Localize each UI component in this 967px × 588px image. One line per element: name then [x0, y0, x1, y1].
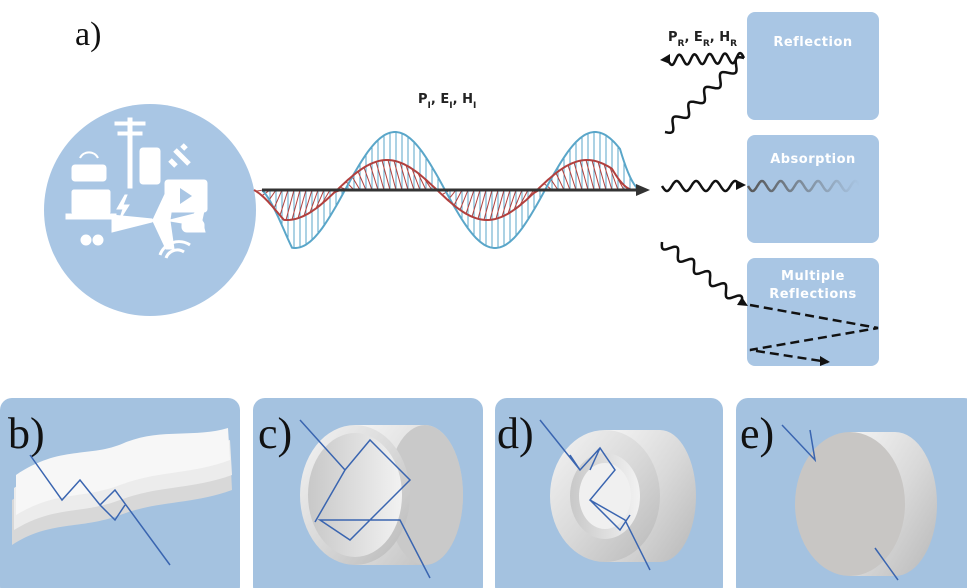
h-field-vector	[513, 189, 523, 211]
label-part: , H	[710, 30, 730, 45]
h-field-vector	[393, 160, 403, 191]
device-icons	[65, 117, 208, 259]
label-sub: I	[428, 101, 431, 111]
h-field-vector	[405, 165, 415, 191]
label-part: P	[418, 92, 428, 107]
axis-arrowhead	[636, 184, 650, 196]
h-field-vector	[573, 162, 583, 191]
label-sub: R	[730, 39, 737, 49]
h-field-vector	[273, 189, 283, 209]
h-field-vector	[495, 189, 505, 219]
wavy-arrow	[660, 179, 742, 193]
label-part: P	[668, 30, 678, 45]
h-field-vector	[585, 159, 595, 191]
wave-arrows	[660, 51, 862, 304]
reflection-box	[747, 12, 879, 120]
absorption-box	[747, 135, 879, 243]
layered-sheets	[12, 428, 232, 545]
box-title: Reflections	[769, 287, 857, 302]
double-tube	[550, 430, 696, 562]
h-field-vector	[387, 159, 397, 191]
em-wave	[253, 131, 641, 249]
h-field-vector	[411, 168, 421, 191]
label-sub: I	[449, 101, 452, 111]
wavy-arrow	[660, 241, 744, 304]
arrowhead	[820, 356, 830, 366]
wavy-arrow	[664, 56, 745, 134]
h-field-vector	[309, 189, 319, 213]
box-title: Absorption	[770, 152, 856, 167]
h-field-vector	[303, 189, 313, 216]
h-field-vector	[483, 189, 493, 220]
hollow-cylinder	[300, 425, 463, 565]
h-field-vector	[363, 167, 373, 191]
h-field-vector	[609, 167, 619, 191]
h-field-vector	[453, 189, 463, 206]
label-sub: R	[678, 39, 685, 49]
h-field-vector	[417, 172, 427, 191]
h-field-vector	[297, 189, 307, 219]
h-field-vector	[291, 189, 301, 220]
ray-paths	[29, 419, 899, 581]
h-field-vector	[477, 189, 487, 219]
label-part: , E	[431, 92, 449, 107]
h-field-curve	[253, 159, 633, 221]
wavy-arrow	[666, 51, 746, 67]
h-field-vector	[399, 162, 409, 191]
h-field-vector	[561, 168, 571, 191]
h-field-vector	[603, 164, 613, 191]
box-title: Reflection	[773, 35, 852, 50]
h-field-vector	[375, 161, 385, 191]
h-field-vector	[471, 189, 481, 217]
e-field-curve	[261, 131, 641, 249]
h-field-vector	[315, 189, 325, 209]
h-field-vector	[507, 189, 517, 214]
h-field-vector	[369, 164, 379, 191]
panel-label: c)	[258, 409, 292, 458]
panel-label: d)	[497, 409, 534, 458]
label-sub: R	[703, 39, 710, 49]
h-field-vector	[567, 165, 577, 191]
h-field-vector	[381, 160, 391, 191]
h-field-vector	[459, 189, 469, 211]
panel-label: a)	[75, 16, 101, 53]
h-field-vector	[579, 160, 589, 191]
h-field-vector	[351, 176, 361, 191]
h-field-vector	[555, 172, 565, 191]
h-field-vector	[489, 189, 499, 220]
h-field-vector	[465, 189, 475, 214]
label-part: , E	[684, 30, 702, 45]
box-title: Multiple	[781, 269, 845, 284]
solid-cylinder	[795, 432, 937, 576]
h-field-vector	[519, 189, 529, 206]
label-part: , H	[453, 92, 473, 107]
incident-label: PI, EI, HI	[418, 92, 476, 111]
h-field-vector	[357, 171, 367, 191]
multiple-reflection-path	[749, 303, 879, 364]
panel-label: e)	[740, 409, 774, 458]
label-sub: I	[473, 101, 476, 111]
h-field-vector	[597, 161, 607, 191]
reflected-label: PR, ER, HR	[668, 30, 737, 49]
h-field-vector	[279, 189, 289, 216]
arrowheads	[660, 54, 748, 306]
panel-label: b)	[8, 409, 45, 458]
h-field-vector	[591, 160, 601, 191]
h-field-vector	[501, 189, 511, 217]
multiple-box	[747, 258, 879, 366]
h-field-vector	[285, 189, 295, 221]
wavy-arrow	[746, 179, 862, 193]
